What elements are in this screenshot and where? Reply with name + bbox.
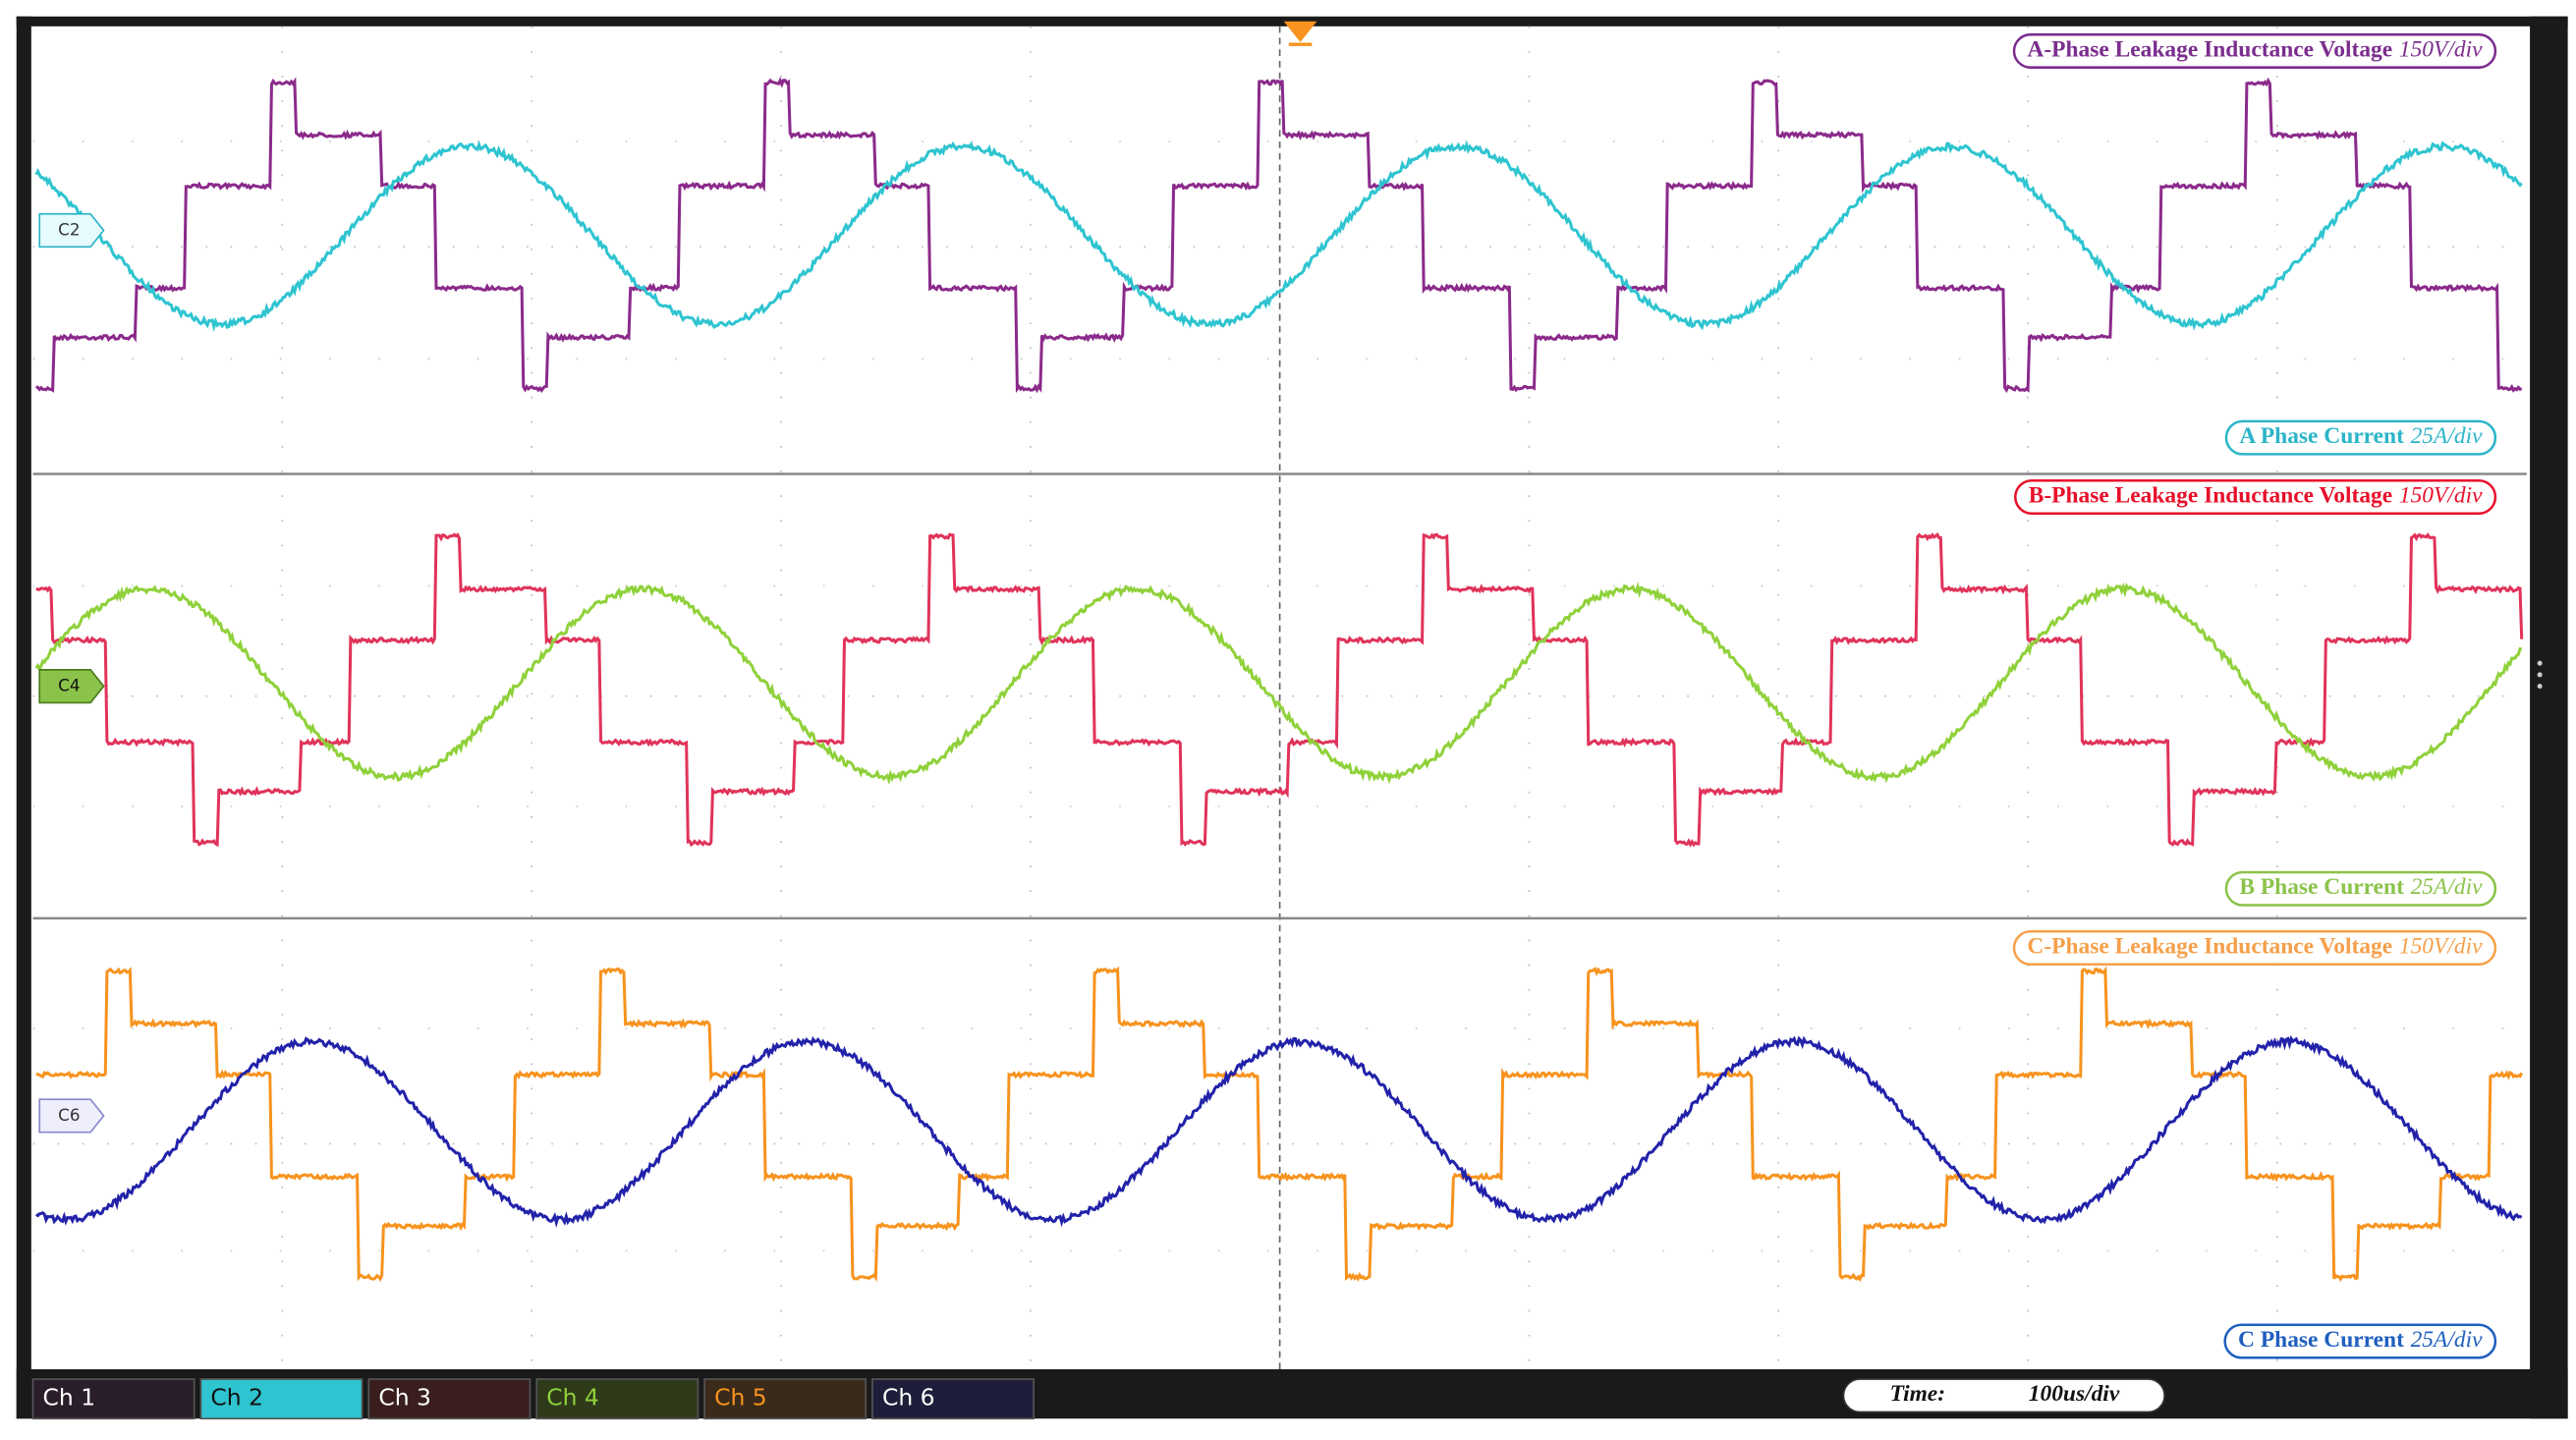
handle-dot xyxy=(2537,660,2543,666)
left-frame xyxy=(16,16,31,1419)
label-box: B Phase Current 25A/div xyxy=(2224,870,2497,907)
channel-button-label[interactable]: Ch 2 xyxy=(210,1384,263,1412)
current-scale: 25A/div xyxy=(2411,423,2483,449)
channel-tag: C6 xyxy=(38,1098,105,1134)
label-box: B-Phase Leakage Inductance Voltage 150V/… xyxy=(2014,478,2497,515)
label-box: C Phase Current 25A/div xyxy=(2223,1323,2497,1359)
label-frame xyxy=(2012,32,2497,69)
channel-button-label[interactable]: Ch 1 xyxy=(43,1384,96,1412)
channel-button[interactable] xyxy=(367,1378,532,1420)
current-trace xyxy=(34,582,2523,786)
tag-shape xyxy=(38,212,105,249)
label-box: A-Phase Leakage Inductance Voltage 150V/… xyxy=(2012,32,2497,69)
label-frame xyxy=(2224,870,2497,907)
right-frame xyxy=(2530,16,2568,1419)
handle-dot xyxy=(2537,684,2543,690)
tag-text: C6 xyxy=(58,1105,80,1125)
channel-buttons: Ch 1 Ch 2 Ch 3 Ch 4 Ch 5 Ch 6 xyxy=(31,1378,1035,1420)
voltage-trace xyxy=(35,966,2524,1283)
voltage-scale: 150V/div xyxy=(2399,933,2483,959)
grid xyxy=(32,26,2527,1369)
traces xyxy=(34,77,2524,1283)
current-scale: 25A/div xyxy=(2411,1327,2483,1353)
label-frame xyxy=(2014,478,2497,515)
tag-shape xyxy=(38,669,105,704)
current-label: A Phase Current xyxy=(2239,423,2404,449)
current-scale: 25A/div xyxy=(2411,874,2483,900)
time-label: Time: xyxy=(1890,1381,1945,1407)
voltage-trace xyxy=(34,77,2523,394)
channel-tag: C2 xyxy=(38,212,105,249)
tag-text: C2 xyxy=(58,220,80,240)
channel-button-label[interactable]: Ch 3 xyxy=(378,1384,431,1412)
channel-button[interactable] xyxy=(871,1378,1035,1420)
current-trace xyxy=(34,139,2523,333)
current-trace xyxy=(35,1034,2523,1228)
current-label: B Phase Current xyxy=(2239,874,2404,900)
voltage-scale: 150V/div xyxy=(2399,36,2483,62)
voltage-scale: 150V/div xyxy=(2399,482,2483,508)
time-frame xyxy=(1842,1378,2165,1413)
tag-shape xyxy=(38,1098,105,1134)
current-label: C Phase Current xyxy=(2238,1327,2404,1353)
voltage-label: C-Phase Leakage Inductance Voltage xyxy=(2027,933,2392,959)
label-box: A Phase Current 25A/div xyxy=(2224,419,2497,456)
channel-button-label[interactable]: Ch 6 xyxy=(882,1384,935,1412)
label-box: C-Phase Leakage Inductance Voltage 150V/… xyxy=(2012,930,2497,967)
voltage-label: A-Phase Leakage Inductance Voltage xyxy=(2027,36,2392,62)
channel-button[interactable] xyxy=(31,1378,196,1420)
label-frame xyxy=(2012,930,2497,967)
voltage-label: B-Phase Leakage Inductance Voltage xyxy=(2029,482,2392,508)
time-value: 100us/div xyxy=(2029,1381,2120,1407)
channel-button[interactable] xyxy=(703,1378,868,1420)
channel-button[interactable] xyxy=(199,1378,364,1420)
handle-dot xyxy=(2537,672,2543,678)
channel-button[interactable] xyxy=(535,1378,700,1420)
labels: A-Phase Leakage Inductance Voltage 150V/… xyxy=(2012,32,2497,1359)
voltage-trace xyxy=(35,532,2524,848)
label-frame xyxy=(2224,419,2497,456)
trigger-marker xyxy=(1283,21,1317,46)
time-box: Time: 100us/div xyxy=(1842,1378,2165,1413)
channel-tag: C4 xyxy=(38,669,105,704)
tag-text: C4 xyxy=(58,676,80,695)
channel-button-label[interactable]: Ch 4 xyxy=(546,1384,599,1412)
label-frame xyxy=(2223,1323,2497,1359)
channel-button-label[interactable]: Ch 5 xyxy=(714,1384,767,1412)
